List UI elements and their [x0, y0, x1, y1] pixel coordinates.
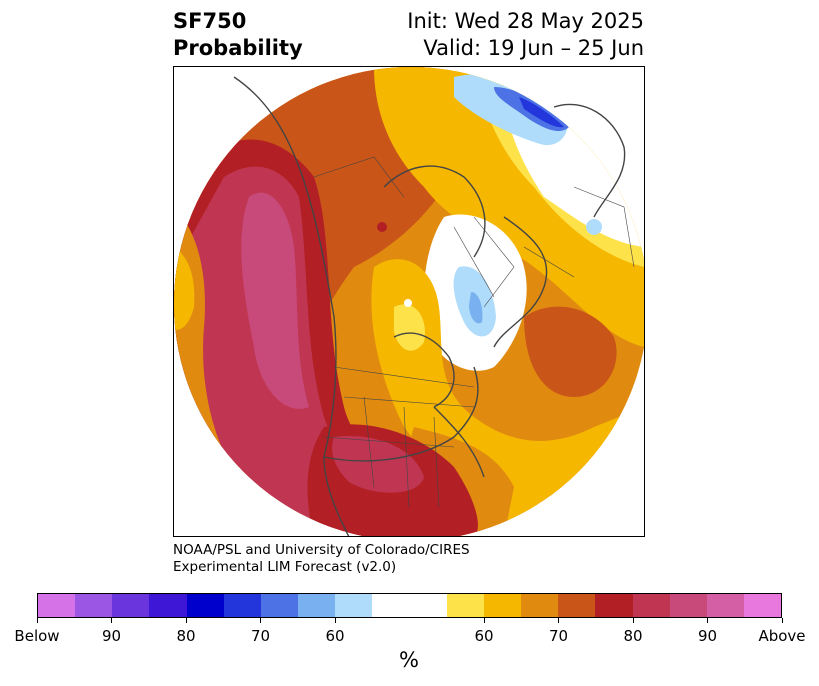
colorbar-tick-mark — [707, 618, 708, 623]
colorbar-tick-label: Below — [14, 627, 60, 645]
colorbar-segment — [298, 594, 336, 617]
colorbar-segment — [669, 594, 707, 617]
colorbar-segment — [112, 594, 150, 617]
colorbar-segment — [38, 594, 76, 617]
colorbar-tick-label: 80 — [623, 627, 643, 645]
colorbar-segment — [706, 594, 744, 617]
colorbar-tick-label: 90 — [697, 627, 718, 645]
colorbar-segment — [223, 594, 261, 617]
colorbar-tick-label: 60 — [325, 627, 345, 645]
colorbar-tick-label: Above — [758, 627, 806, 645]
colorbar-tick-mark — [483, 618, 485, 623]
credit-text: NOAA/PSL and University of Colorado/CIRE… — [173, 542, 470, 576]
colorbar-segment — [260, 594, 299, 617]
map-title: SF750 Probability — [173, 8, 303, 62]
colorbar-tick-label: 80 — [176, 627, 196, 645]
colorbar-tick-mark — [111, 618, 112, 623]
probability-map-svg — [174, 67, 644, 536]
product-label: Probability — [173, 36, 303, 60]
forecast-map — [173, 66, 645, 537]
credit-line-2: Experimental LIM Forecast (v2.0) — [173, 559, 397, 575]
colorbar-segment — [409, 594, 447, 617]
credit-line-1: NOAA/PSL and University of Colorado/CIRE… — [173, 542, 470, 558]
colorbar-segment — [558, 594, 596, 617]
colorbar-segment — [743, 594, 782, 617]
colorbar-segment — [75, 594, 113, 617]
colorbar-tick-label: 70 — [548, 627, 569, 645]
political-borders — [313, 156, 635, 508]
colorbar-segment — [372, 594, 410, 617]
colorbar-segment — [149, 594, 187, 617]
colorbar-segment — [595, 594, 633, 617]
probability-field — [174, 67, 644, 536]
colorbar-tick-label: 90 — [101, 627, 122, 645]
colorbar-segment — [446, 594, 484, 617]
colorbar-tick-mark — [185, 618, 187, 623]
colorbar-tick-label: 70 — [250, 627, 271, 645]
colorbar-segment — [632, 594, 670, 617]
colorbar-segment — [483, 594, 522, 617]
colorbar-tick-label: 60 — [474, 627, 494, 645]
colorbar-tick-mark — [632, 618, 634, 623]
colorbar-tick-mark — [334, 618, 336, 623]
valid-period: Valid: 19 Jun – 25 Jun — [423, 36, 644, 60]
colorbar-tick-mark — [260, 618, 261, 623]
init-date: Init: Wed 28 May 2025 — [407, 9, 644, 33]
colorbar — [37, 593, 782, 618]
colorbar-unit: % — [399, 648, 419, 672]
colorbar-segment — [335, 594, 373, 617]
colorbar-tick-mark — [781, 618, 783, 623]
colorbar-tick-mark — [558, 618, 559, 623]
colorbar-segment — [521, 594, 559, 617]
colorbar-segment — [186, 594, 224, 617]
forecast-dates: Init: Wed 28 May 2025 Valid: 19 Jun – 25… — [407, 8, 644, 62]
variable-label: SF750 — [173, 9, 247, 33]
colorbar-tick-mark — [36, 618, 38, 623]
coastlines — [233, 76, 626, 536]
